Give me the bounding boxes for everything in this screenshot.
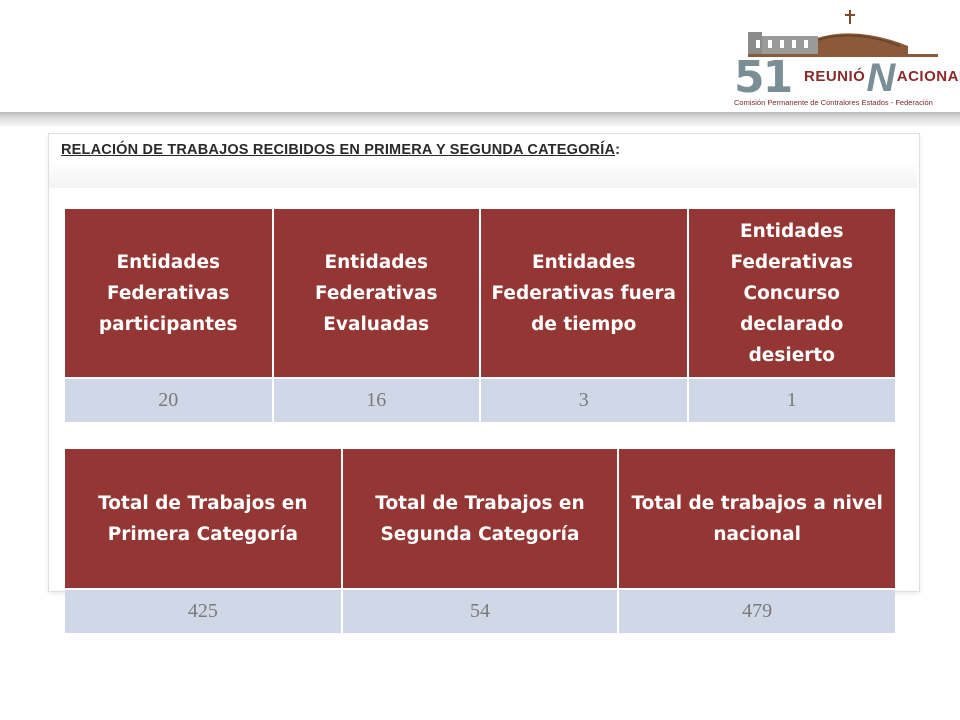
header-fuera-de-tiempo: Entidades Federativas fuera de tiempo (479, 209, 689, 378)
header-participantes: Entidades Federativas participantes (65, 209, 274, 378)
header-segunda-categoria: Total de Trabajos en Segunda Categoría (340, 449, 620, 589)
header-divider (0, 112, 960, 126)
value-primera-categoria: 425 (65, 588, 343, 633)
header-band (0, 0, 960, 118)
section-title: RELACIÓN DE TRABAJOS RECIBIDOS EN PRIMER… (61, 142, 621, 158)
value-participantes: 20 (65, 377, 274, 422)
building-skyline-icon (748, 10, 938, 57)
logo-title: REUNIÓNACIONAL (804, 56, 960, 100)
logo-subtitle: Comisión Permanente de Contralores Estad… (734, 98, 933, 107)
value-nivel-nacional: 479 (617, 588, 895, 633)
header-nivel-nacional: Total de trabajos a nivel nacional (617, 449, 895, 589)
header-concurso-desierto: Entidades Federativas Concurso declarado… (686, 209, 895, 378)
entidades-table: Entidades Federativas participantes Enti… (65, 209, 895, 422)
value-fuera-de-tiempo: 3 (479, 377, 689, 422)
logo-number: 51 (734, 52, 793, 103)
trabajos-table: Total de Trabajos en Primera Categoría T… (65, 449, 895, 633)
value-evaluadas: 16 (271, 377, 481, 422)
table-row: 425 54 479 (65, 588, 895, 633)
value-concurso-desierto: 1 (686, 377, 895, 422)
table-row: 20 16 3 1 (65, 377, 895, 422)
reunion-nacional-logo: 51 REUNIÓNACIONAL Comisión Permanente de… (728, 8, 960, 112)
value-segunda-categoria: 54 (340, 588, 620, 633)
header-primera-categoria: Total de Trabajos en Primera Categoría (65, 449, 343, 589)
header-evaluadas: Entidades Federativas Evaluadas (271, 209, 481, 378)
title-fade-band (49, 162, 917, 188)
